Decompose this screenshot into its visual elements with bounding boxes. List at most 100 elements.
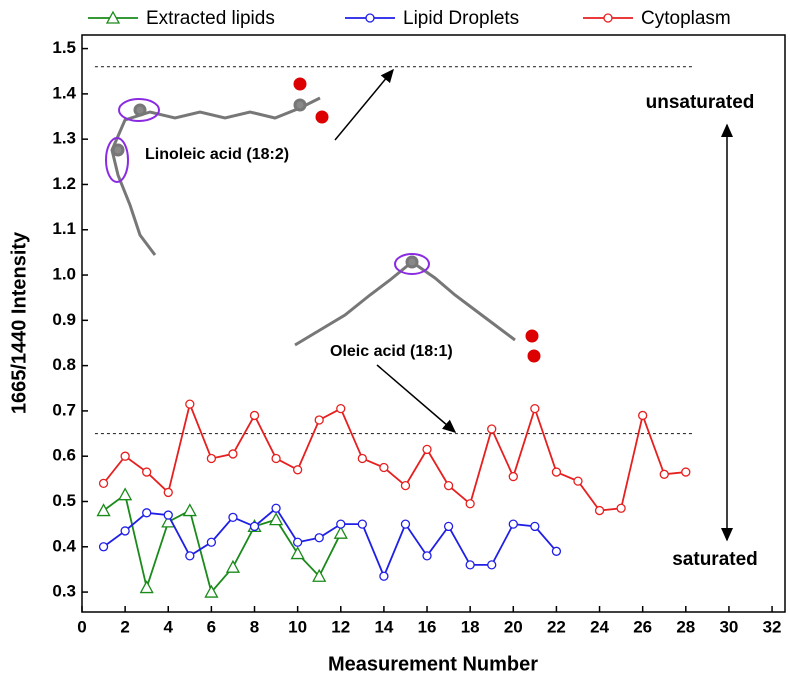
annotation: saturated [672, 549, 758, 570]
data-point [121, 527, 129, 535]
data-point [531, 522, 539, 530]
series-line [104, 404, 686, 510]
data-point [358, 454, 366, 462]
y-tick-label: 0.4 [52, 536, 76, 555]
annotation: Oleic acid (18:1) [330, 343, 453, 360]
data-point [401, 520, 409, 528]
data-point [143, 509, 151, 517]
legend-label: Lipid Droplets [403, 8, 519, 29]
legend-marker [366, 14, 374, 22]
y-tick-label: 1.0 [52, 265, 76, 284]
data-point [423, 445, 431, 453]
y-tick-label: 0.6 [52, 446, 76, 465]
data-point [509, 473, 517, 481]
data-point [639, 411, 647, 419]
data-point [552, 547, 560, 555]
data-point [272, 454, 280, 462]
data-point [315, 534, 323, 542]
data-point [466, 561, 474, 569]
data-point [143, 468, 151, 476]
chart: Linoleic acid (18:2) Oleic acid (18:1) u… [0, 0, 790, 682]
data-point [207, 454, 215, 462]
data-point [100, 543, 108, 551]
x-tick-label: 8 [250, 617, 259, 636]
x-tick-label: 12 [331, 617, 350, 636]
data-point [315, 416, 323, 424]
data-point [164, 488, 172, 496]
x-tick-label: 24 [590, 617, 609, 636]
data-point [423, 552, 431, 560]
y-tick-label: 1.3 [52, 129, 76, 148]
data-point [617, 504, 625, 512]
data-point [358, 520, 366, 528]
data-point [531, 405, 539, 413]
plot-frame [82, 35, 785, 612]
y-tick-label: 1.5 [52, 38, 76, 57]
data-point [337, 520, 345, 528]
data-point [141, 582, 153, 593]
x-tick-label: 10 [288, 617, 307, 636]
series-line [104, 495, 341, 592]
data-point [229, 513, 237, 521]
data-point [488, 425, 496, 433]
data-point [574, 477, 582, 485]
data-point [164, 511, 172, 519]
x-tick-label: 18 [461, 617, 480, 636]
y-tick-label: 0.8 [52, 355, 76, 374]
arrow [377, 365, 455, 432]
x-tick-label: 26 [633, 617, 652, 636]
data-point [251, 411, 259, 419]
data-point [184, 505, 196, 516]
data-point [552, 468, 560, 476]
y-tick-label: 0.7 [52, 400, 76, 419]
data-point [294, 466, 302, 474]
data-point [229, 450, 237, 458]
data-point [272, 504, 280, 512]
y-tick-label: 1.1 [52, 219, 76, 238]
data-point [227, 561, 239, 572]
data-point [445, 522, 453, 530]
data-point [401, 482, 409, 490]
data-point [488, 561, 496, 569]
data-point [186, 400, 194, 408]
data-point [337, 405, 345, 413]
data-point [509, 520, 517, 528]
x-tick-label: 2 [120, 617, 129, 636]
x-tick-label: 20 [504, 617, 523, 636]
y-tick-label: 1.2 [52, 174, 76, 193]
y-tick-label: 0.9 [52, 310, 76, 329]
x-tick-label: 28 [676, 617, 695, 636]
data-point [207, 538, 215, 546]
data-point [121, 452, 129, 460]
data-point [380, 464, 388, 472]
y-tick-label: 1.4 [52, 83, 76, 102]
data-point [251, 522, 259, 530]
x-axis-title: Measurement Number [328, 653, 538, 675]
annotation: Linoleic acid (18:2) [145, 146, 289, 163]
y-tick-label: 0.3 [52, 582, 76, 601]
x-tick-label: 14 [374, 617, 393, 636]
linoleic-molecule [106, 79, 327, 255]
x-tick-label: 32 [763, 617, 782, 636]
data-point [596, 507, 604, 515]
data-point [294, 538, 302, 546]
data-point [100, 479, 108, 487]
data-point [292, 548, 304, 559]
x-tick-label: 22 [547, 617, 566, 636]
annotation: unsaturated [646, 92, 755, 113]
data-point [98, 505, 110, 516]
data-point [186, 552, 194, 560]
legend-label: Cytoplasm [641, 8, 731, 29]
legend-label: Extracted lipids [146, 8, 275, 29]
x-tick-label: 0 [77, 617, 86, 636]
data-point [380, 572, 388, 580]
x-tick-label: 4 [164, 617, 174, 636]
y-axis-title: 1665/1440 Intensity [8, 231, 30, 414]
x-tick-label: 16 [418, 617, 437, 636]
data-point [445, 482, 453, 490]
x-tick-label: 6 [207, 617, 216, 636]
y-tick-label: 0.5 [52, 491, 76, 510]
arrow [335, 70, 393, 140]
data-point [682, 468, 690, 476]
x-tick-label: 30 [719, 617, 738, 636]
